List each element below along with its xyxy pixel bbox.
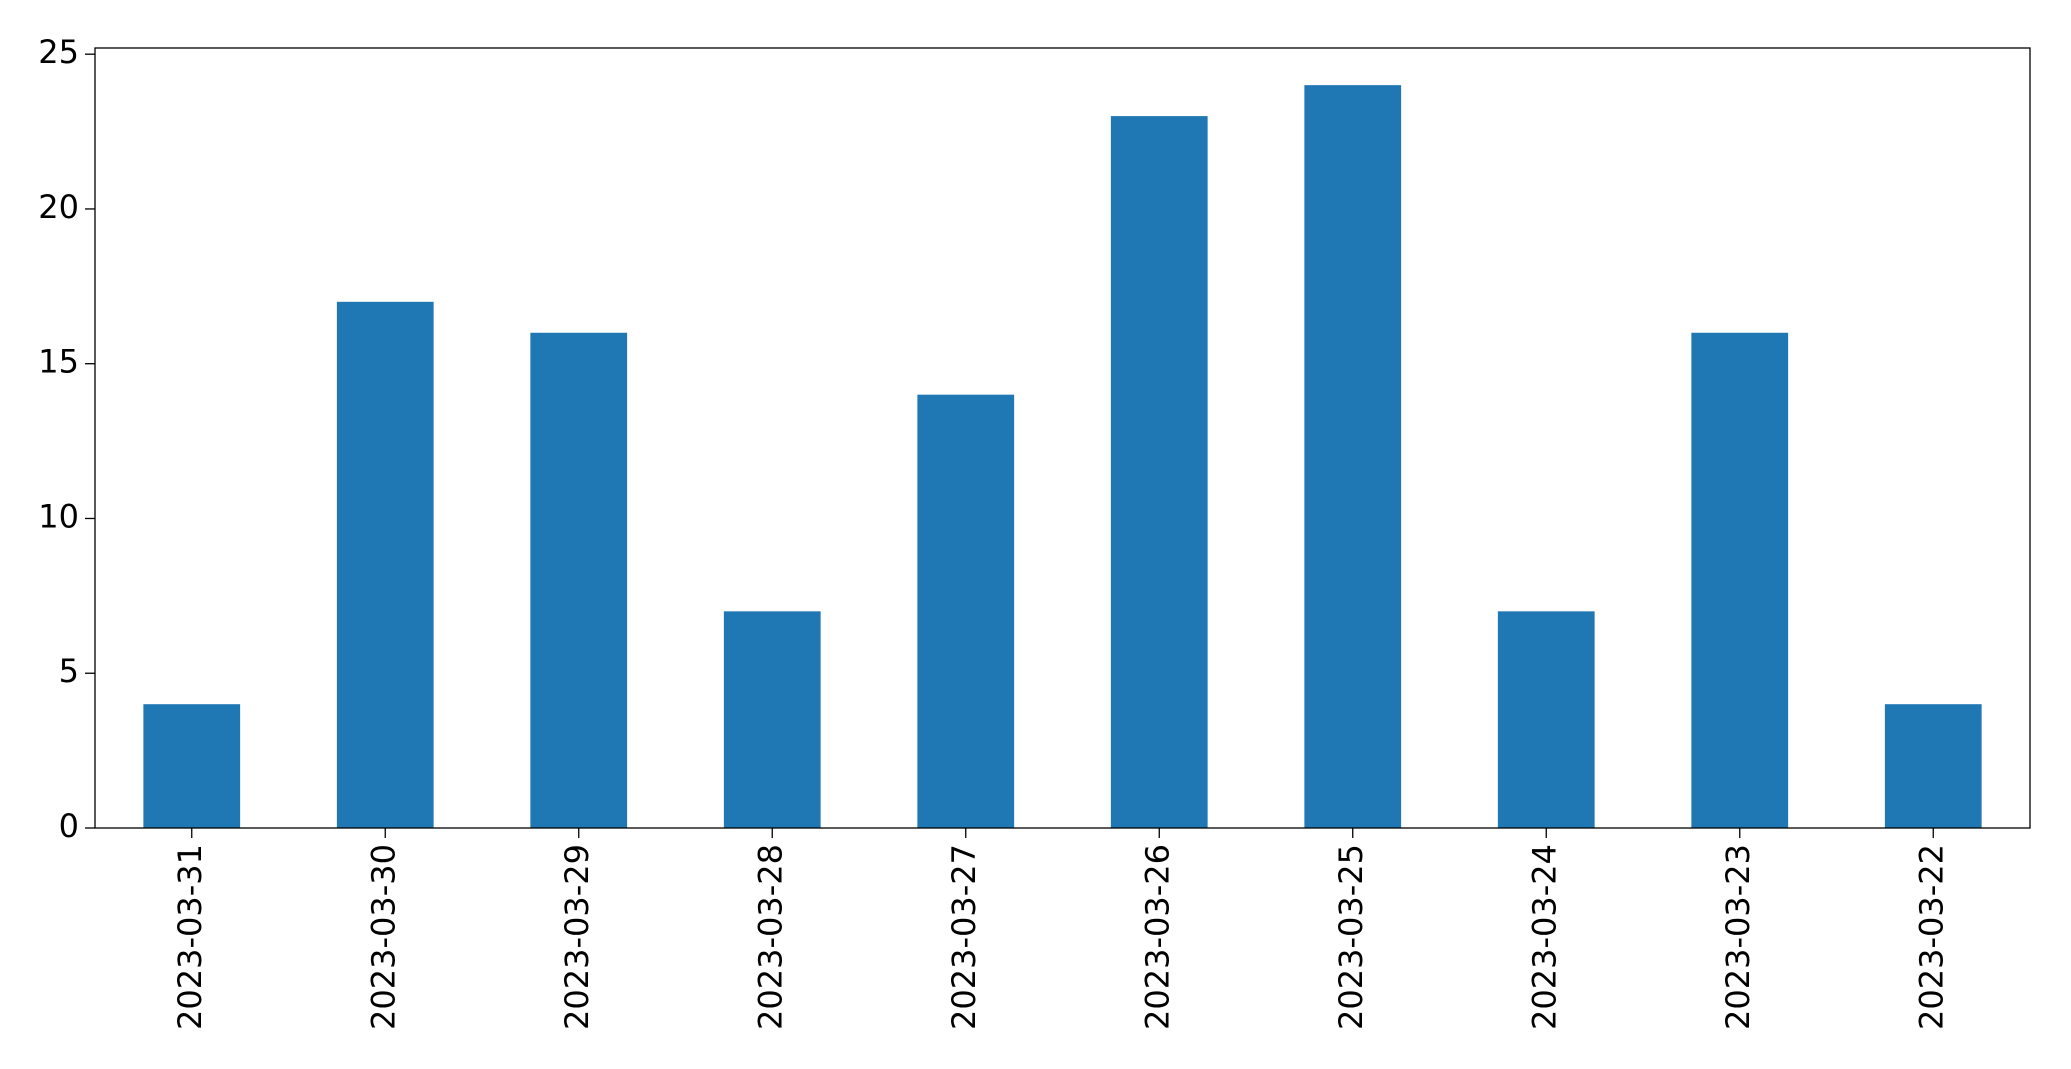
x-tick-label: 2023-03-27: [945, 844, 983, 1030]
x-tick-label: 2023-03-31: [171, 844, 209, 1030]
y-tick-label: 20: [38, 188, 79, 226]
bar: [1497, 611, 1595, 828]
x-tick-label: 2023-03-26: [1138, 844, 1176, 1030]
bar: [143, 704, 241, 828]
bar: [917, 394, 1015, 828]
x-tick-label: 2023-03-24: [1525, 844, 1563, 1030]
bar: [336, 301, 434, 828]
x-tick-label: 2023-03-25: [1332, 844, 1370, 1030]
bar: [1691, 332, 1789, 828]
x-tick-label: 2023-03-23: [1719, 844, 1757, 1030]
y-tick-label: 5: [59, 652, 79, 690]
x-tick-label: 2023-03-28: [751, 844, 789, 1030]
bar: [723, 611, 821, 828]
bar: [1304, 85, 1402, 828]
bar: [1110, 116, 1208, 829]
x-tick-label: 2023-03-29: [558, 844, 596, 1030]
y-tick-label: 0: [59, 807, 79, 845]
bar: [1884, 704, 1982, 828]
y-tick-label: 25: [38, 33, 79, 71]
plot-frame: [94, 47, 2031, 829]
y-tick-label: 10: [38, 497, 79, 535]
x-tick-label: 2023-03-22: [1912, 844, 1950, 1030]
x-tick-label: 2023-03-30: [364, 844, 402, 1030]
y-tick-label: 15: [38, 343, 79, 381]
bar: [530, 332, 628, 828]
